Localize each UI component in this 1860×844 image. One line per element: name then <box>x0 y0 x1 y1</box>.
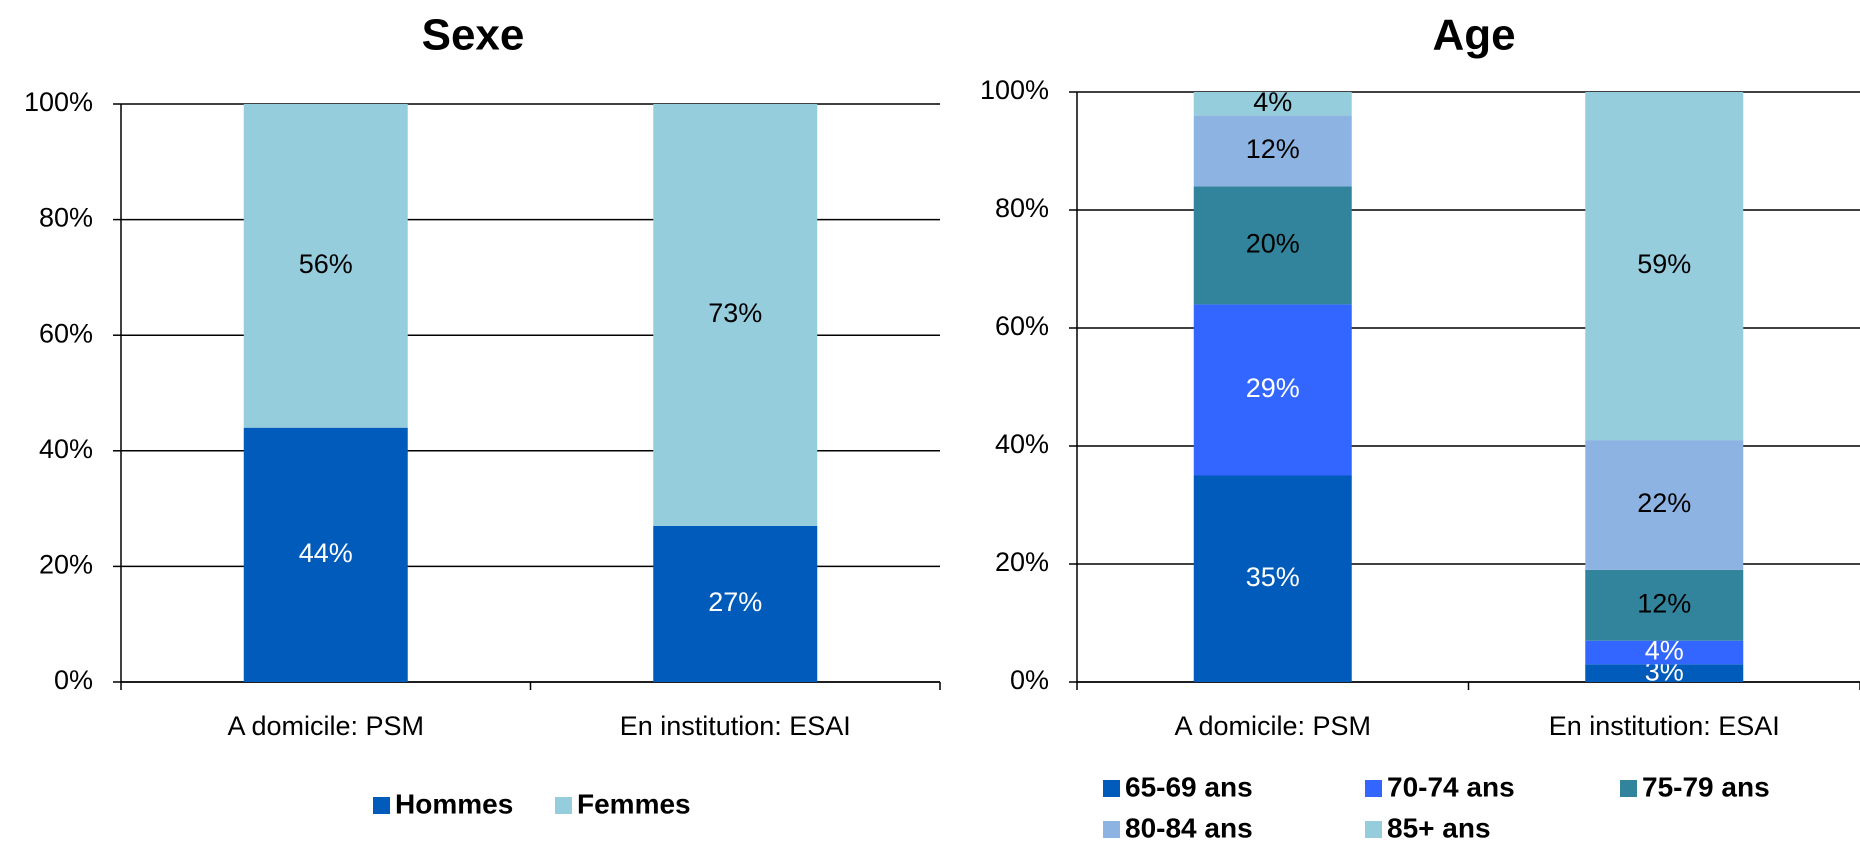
category-label: En institution: ESAI <box>1549 711 1780 741</box>
chart-title: Sexe <box>422 11 525 60</box>
data-label: 44% <box>299 538 353 568</box>
bar-75-79-ans <box>1193 186 1352 305</box>
bar-80-84-ans <box>1585 440 1744 570</box>
legend-label: 80-84 ans <box>1125 812 1253 843</box>
y-tick-label: 40% <box>995 429 1049 459</box>
y-tick-label: 20% <box>995 547 1049 577</box>
bar-80-84-ans <box>1193 115 1352 187</box>
data-label: 12% <box>1637 588 1691 618</box>
data-label: 59% <box>1637 249 1691 279</box>
legend-swatch <box>555 797 572 814</box>
category-label: A domicile: PSM <box>227 711 424 741</box>
category-label: A domicile: PSM <box>1174 711 1371 741</box>
legend-swatch <box>1103 780 1120 797</box>
y-tick-label: 40% <box>39 434 93 464</box>
data-label: 4% <box>1253 87 1292 117</box>
bar-hommes <box>653 525 818 682</box>
legend-swatch <box>1103 821 1120 838</box>
sexe-chart: Sexe 0% 20% 40% 60% 80% 100% 44% 56% A domicile: … <box>24 11 941 819</box>
y-tick-label: 100% <box>980 75 1049 105</box>
data-label: 56% <box>299 249 353 279</box>
y-tick-label: 60% <box>39 318 93 348</box>
data-label: 27% <box>708 587 762 617</box>
y-tick-label: 0% <box>54 665 93 695</box>
legend-swatch <box>373 797 390 814</box>
legend-label: 70-74 ans <box>1387 771 1515 802</box>
y-tick-label: 60% <box>995 311 1049 341</box>
bar-femmes <box>243 104 408 428</box>
legend-swatch <box>1365 780 1382 797</box>
legend-swatch <box>1620 780 1637 797</box>
bar-70-74-ans <box>1193 304 1352 476</box>
bar-70-74-ans <box>1585 640 1744 665</box>
data-label: 29% <box>1246 373 1300 403</box>
legend-label: Femmes <box>577 788 691 819</box>
legend-swatch <box>1365 821 1382 838</box>
bar-85-ans <box>1585 92 1744 441</box>
legend-label: Hommes <box>395 788 513 819</box>
bar-femmes <box>653 104 818 526</box>
data-label: 22% <box>1637 488 1691 518</box>
legend-label: 85+ ans <box>1387 812 1491 843</box>
category-label: En institution: ESAI <box>620 711 851 741</box>
data-label: 35% <box>1246 562 1300 592</box>
bar-85-ans <box>1193 92 1352 116</box>
legend-label: 75-79 ans <box>1642 771 1770 802</box>
y-tick-label: 0% <box>1010 665 1049 695</box>
y-tick-label: 80% <box>995 193 1049 223</box>
legend-label: 65-69 ans <box>1125 771 1253 802</box>
chart-title: Age <box>1432 11 1515 60</box>
bar-65-69-ans <box>1585 664 1744 682</box>
data-label: 73% <box>708 298 762 328</box>
y-tick-label: 80% <box>39 203 93 233</box>
bar-75-79-ans <box>1585 569 1744 641</box>
age-chart: Age 0% 20% 40% 60% 80% 100% 35% 29% 20% 12% 4% A dom… <box>980 11 1860 843</box>
y-tick-label: 100% <box>24 87 93 117</box>
bar-65-69-ans <box>1193 475 1352 682</box>
data-label: 12% <box>1246 134 1300 164</box>
bar-hommes <box>243 427 408 682</box>
y-tick-label: 20% <box>39 550 93 580</box>
data-label: 20% <box>1246 229 1300 259</box>
